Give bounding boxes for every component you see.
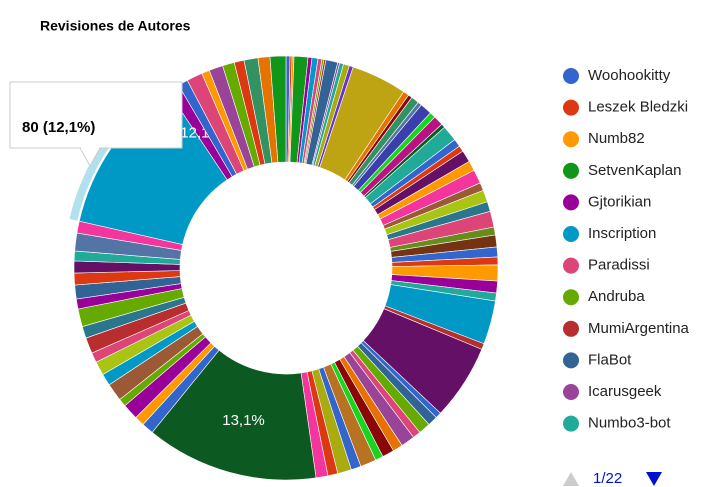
legend-page: 1/22 — [593, 470, 622, 487]
legend-swatch — [563, 162, 579, 179]
legend-swatch — [563, 289, 579, 306]
legend-label: Leszek Bledzki — [588, 99, 688, 116]
legend-label: SetvenKaplan — [588, 162, 681, 179]
tooltip: 80 (12,1%) — [9, 81, 183, 168]
legend-label: Numb82 — [588, 130, 645, 147]
slice-label: 13,1% — [222, 412, 265, 429]
legend-label: FlaBot — [588, 351, 632, 368]
legend: Woohookitty Leszek Bledzki Numb82 SetvenKap… — [563, 67, 690, 432]
legend-label: Paradissi — [588, 257, 650, 274]
legend-prev[interactable] — [563, 472, 579, 486]
tooltip-box — [9, 81, 183, 149]
donut: 13,1%12,1% — [69, 55, 499, 481]
legend-swatch — [563, 415, 579, 432]
legend-label: Gjtorikian — [588, 193, 651, 210]
chart-title: Revisiones de Autores — [40, 18, 191, 34]
legend-swatch — [563, 320, 579, 337]
legend-label: Inscription — [588, 225, 656, 242]
legend-label: MumiArgentina — [588, 320, 690, 337]
legend-swatch — [563, 226, 579, 242]
legend-swatch — [563, 384, 579, 400]
legend-swatch — [563, 131, 579, 148]
slice — [269, 55, 287, 163]
legend-swatch — [563, 194, 579, 211]
legend-label: Icarusgeek — [588, 383, 662, 400]
legend-swatch — [563, 257, 579, 274]
legend-swatch — [563, 99, 579, 116]
legend-label: Andruba — [588, 288, 645, 305]
slice-highlight — [69, 83, 168, 221]
legend-next[interactable] — [646, 472, 662, 486]
tooltip-value: 80 (12,1%) — [22, 119, 95, 136]
legend-label: Woohookitty — [588, 67, 671, 84]
tooltip-join — [81, 146, 99, 150]
legend-swatch — [563, 68, 579, 84]
legend-label: Numbo3-bot — [588, 415, 671, 432]
legend-swatch — [563, 352, 579, 369]
